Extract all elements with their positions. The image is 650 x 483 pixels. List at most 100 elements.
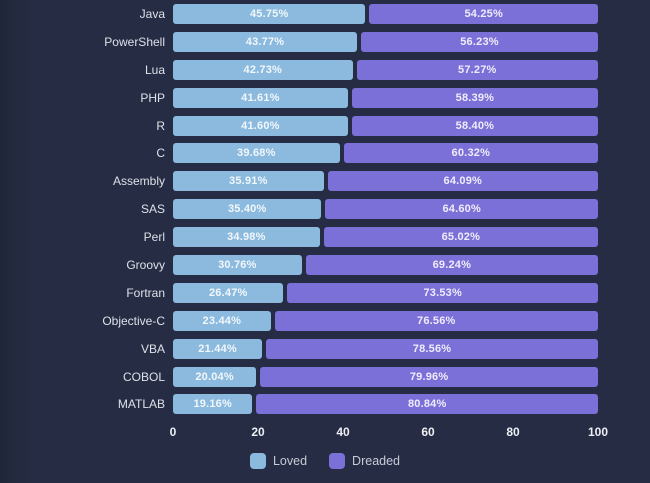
loved-value-label: 41.60% — [241, 119, 280, 132]
bar: 35.91% 64.09% — [173, 171, 598, 192]
bar: 20.04% 79.96% — [173, 366, 598, 387]
loved-bar-segment[interactable]: 35.40% — [173, 199, 322, 220]
category-label: Perl — [143, 230, 165, 245]
loved-bar-segment[interactable]: 39.68% — [173, 143, 340, 164]
loved-bar-segment[interactable]: 41.60% — [173, 115, 348, 136]
loved-value-label: 45.75% — [249, 7, 289, 20]
x-axis-tick-label: 0 — [169, 425, 177, 440]
dreaded-value-label: 69.24% — [432, 258, 472, 271]
loved-bar-segment[interactable]: 20.04% — [173, 366, 257, 387]
loved-value-label: 23.44% — [202, 314, 242, 327]
chart-row: C 39.68% 60.32% — [0, 139, 650, 167]
loved-bar-segment[interactable]: 35.91% — [173, 171, 324, 192]
legend-item-dreaded[interactable]: Dreaded — [329, 453, 400, 470]
chart-row: VBA 21.44% 78.56% — [0, 335, 650, 363]
legend-label: Loved — [272, 454, 308, 469]
dreaded-bar-segment[interactable]: 58.40% — [351, 115, 598, 136]
chart-row: Java 45.75% 54.25% — [0, 0, 650, 28]
dreaded-value-label: 76.56% — [417, 314, 456, 327]
dreaded-value-label: 79.96% — [409, 370, 449, 383]
chart-row: COBOL 20.04% 79.96% — [0, 363, 650, 391]
loved-swatch-icon — [249, 453, 266, 470]
category-label: Fortran — [126, 285, 165, 300]
loved-value-label: 39.68% — [237, 147, 276, 160]
chart-row: PowerShell 43.77% 56.23% — [0, 28, 650, 56]
chart-row: Objective-C 23.44% 76.56% — [0, 307, 650, 335]
legend: Loved Dreaded — [0, 453, 650, 470]
loved-value-label: 35.40% — [227, 203, 267, 216]
dreaded-bar-segment[interactable]: 64.09% — [327, 171, 598, 192]
loved-value-label: 21.44% — [198, 342, 237, 355]
dreaded-value-label: 56.23% — [460, 35, 499, 48]
loved-bar-segment[interactable]: 19.16% — [173, 394, 253, 415]
loved-bar-segment[interactable]: 21.44% — [173, 338, 263, 359]
dreaded-bar-segment[interactable]: 64.60% — [325, 199, 598, 220]
dreaded-value-label: 80.84% — [407, 398, 447, 411]
chart-row: PHP 41.61% 58.39% — [0, 84, 650, 112]
bar: 45.75% 54.25% — [173, 3, 598, 24]
category-label: COBOL — [122, 369, 165, 384]
dreaded-bar-segment[interactable]: 78.56% — [266, 338, 598, 359]
loved-value-label: 43.77% — [245, 35, 285, 48]
category-label: VBA — [140, 341, 165, 356]
bar: 43.77% 56.23% — [173, 31, 598, 52]
dreaded-bar-segment[interactable]: 73.53% — [287, 282, 598, 303]
dreaded-bar-segment[interactable]: 60.32% — [343, 143, 598, 164]
dreaded-value-label: 54.25% — [464, 7, 503, 20]
loved-bar-segment[interactable]: 26.47% — [173, 282, 284, 303]
dreaded-bar-segment[interactable]: 57.27% — [356, 59, 598, 80]
loved-value-label: 20.04% — [195, 370, 234, 383]
loved-bar-segment[interactable]: 30.76% — [173, 254, 302, 275]
chart-row: MATLAB 19.16% 80.84% — [0, 390, 650, 418]
dreaded-bar-segment[interactable]: 56.23% — [361, 31, 598, 52]
x-axis-tick-label: 60 — [421, 425, 435, 440]
chart-row: Lua 42.73% 57.27% — [0, 56, 650, 84]
category-label: MATLAB — [117, 397, 165, 412]
bar: 41.60% 58.40% — [173, 115, 598, 136]
dreaded-bar-segment[interactable]: 69.24% — [305, 254, 598, 275]
bar: 23.44% 76.56% — [173, 310, 598, 331]
chart-row: Groovy 30.76% 69.24% — [0, 251, 650, 279]
x-axis-tick-label: 20 — [251, 425, 265, 440]
loved-bar-segment[interactable]: 41.61% — [173, 87, 348, 108]
chart-row: Fortran 26.47% 73.53% — [0, 279, 650, 307]
dreaded-bar-segment[interactable]: 65.02% — [323, 227, 598, 248]
dreaded-bar-segment[interactable]: 76.56% — [274, 310, 598, 331]
loved-bar-segment[interactable]: 23.44% — [173, 310, 271, 331]
bar: 39.68% 60.32% — [173, 143, 598, 164]
loved-value-label: 35.91% — [229, 175, 268, 188]
category-label: Java — [139, 6, 165, 21]
category-label: SAS — [140, 202, 165, 217]
dreaded-swatch-icon — [329, 453, 346, 470]
loved-bar-segment[interactable]: 45.75% — [173, 3, 366, 24]
dreaded-value-label: 58.39% — [455, 91, 495, 104]
loved-value-label: 34.98% — [227, 231, 266, 244]
dreaded-bar-segment[interactable]: 80.84% — [256, 394, 598, 415]
legend-label: Dreaded — [352, 454, 400, 469]
category-label: PHP — [140, 90, 165, 105]
category-label: PowerShell — [104, 34, 165, 49]
loved-bar-segment[interactable]: 34.98% — [173, 227, 320, 248]
bar: 34.98% 65.02% — [173, 227, 598, 248]
legend-item-loved[interactable]: Loved — [249, 453, 308, 470]
category-label: R — [156, 118, 165, 133]
dreaded-value-label: 73.53% — [423, 286, 462, 299]
x-axis-tick-label: 80 — [506, 425, 520, 440]
loved-bar-segment[interactable]: 43.77% — [173, 31, 358, 52]
chart-row: SAS 35.40% 64.60% — [0, 195, 650, 223]
bar: 35.40% 64.60% — [173, 199, 598, 220]
loved-value-label: 42.73% — [243, 63, 283, 76]
chart-row: R 41.60% 58.40% — [0, 112, 650, 140]
dreaded-bar-segment[interactable]: 54.25% — [369, 3, 598, 24]
dreaded-value-label: 64.60% — [442, 203, 481, 216]
bar: 19.16% 80.84% — [173, 394, 598, 415]
dreaded-bar-segment[interactable]: 79.96% — [260, 366, 598, 387]
dreaded-value-label: 78.56% — [412, 342, 452, 355]
category-label: Lua — [144, 62, 165, 77]
loved-bar-segment[interactable]: 42.73% — [173, 59, 353, 80]
x-axis: 0 20 40 60 80 100 — [0, 418, 650, 446]
bar: 41.61% 58.39% — [173, 87, 598, 108]
loved-value-label: 30.76% — [218, 258, 257, 271]
dreaded-bar-segment[interactable]: 58.39% — [351, 87, 598, 108]
